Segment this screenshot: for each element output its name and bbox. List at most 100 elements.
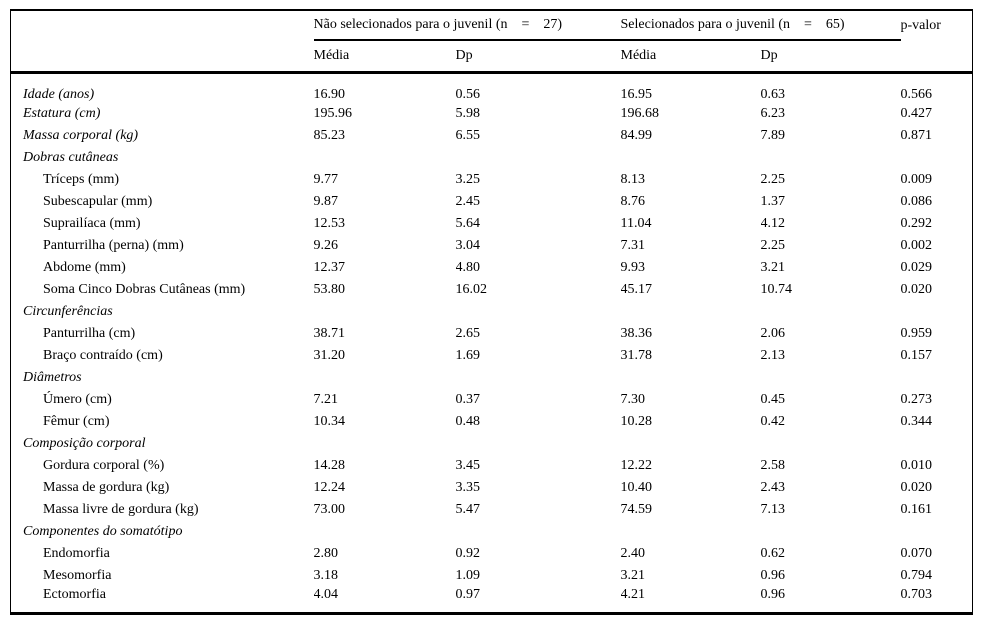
cell-sd-selected: 0.45 <box>760 391 786 407</box>
cell-sd-selected: 2.25 <box>760 171 786 187</box>
cell-pvalue: 0.292 <box>900 215 933 231</box>
cell-mean-nonselected: 53.80 <box>313 281 346 297</box>
cell-pvalue: 0.161 <box>900 501 933 517</box>
table-body: Idade (anos) 16.90 0.56 16.95 0.63 0.566 Estat… <box>11 72 973 613</box>
row-label: Abdome (mm) <box>43 259 126 275</box>
table-row: Estatura (cm) 195.96 5.98 196.68 6.23 0.427 <box>11 103 973 125</box>
cell-mean-nonselected <box>314 147 456 169</box>
cell-pvalue: 0.871 <box>900 127 933 143</box>
cell-sd-nonselected: 2.45 <box>455 193 481 209</box>
cell-pvalue: 0.029 <box>900 259 933 275</box>
cell-sd-selected: 3.21 <box>760 259 786 275</box>
subheader-row: Média Dp Média Dp <box>10 40 973 74</box>
table-row: Úmero (cm) 7.21 0.37 7.30 0.45 0.273 <box>11 389 973 411</box>
section-row: Composição corporal <box>11 433 973 455</box>
row-label: Subescapular (mm) <box>43 193 153 209</box>
cell-sd-nonselected: 3.04 <box>455 237 481 253</box>
cell-mean-selected: 10.28 <box>620 413 653 429</box>
section-label: Componentes do somatótipo <box>23 523 183 539</box>
cell-mean-selected: 11.04 <box>620 215 652 231</box>
cell-sd-selected: 0.96 <box>760 567 786 583</box>
cell-sd-nonselected: 1.09 <box>455 567 481 583</box>
cell-sd-selected: 1.37 <box>760 193 786 209</box>
cell-sd-nonselected <box>456 301 621 323</box>
empty-pvalue-cell <box>900 40 973 74</box>
cell-sd-selected: 7.89 <box>760 127 786 143</box>
cell-sd-nonselected: 3.25 <box>455 171 481 187</box>
mean-header-nonselected: Média <box>313 40 456 74</box>
cell-pvalue: 0.794 <box>900 567 933 583</box>
cell-sd-nonselected <box>456 147 621 169</box>
empty-corner-cell <box>11 10 314 40</box>
cell-mean-nonselected: 14.28 <box>313 457 346 473</box>
cell-mean-nonselected <box>314 433 456 455</box>
cell-mean-selected: 3.21 <box>620 567 646 583</box>
table-row: Endomorfia 2.80 0.92 2.40 0.62 0.070 <box>11 543 973 565</box>
cell-pvalue: 0.703 <box>900 586 933 602</box>
table-row: Panturrilha (perna) (mm) 9.26 3.04 7.31 2.25… <box>11 235 973 257</box>
table-row: Fêmur (cm) 10.34 0.48 10.28 0.42 0.344 <box>11 411 973 433</box>
cell-sd-nonselected: 6.55 <box>455 127 481 143</box>
cell-sd-nonselected <box>456 433 621 455</box>
cell-mean-selected: 10.40 <box>620 479 653 495</box>
row-label: Estatura (cm) <box>23 105 101 121</box>
cell-pvalue: 0.427 <box>900 105 933 121</box>
cell-mean-nonselected: 12.53 <box>313 215 346 231</box>
row-label: Mesomorfia <box>43 567 112 583</box>
table-row: Idade (anos) 16.90 0.56 16.95 0.63 0.566 <box>11 72 973 103</box>
section-label: Circunferências <box>23 303 113 319</box>
cell-mean-selected <box>621 521 761 543</box>
cell-sd-nonselected: 4.80 <box>455 259 481 275</box>
cell-mean-nonselected: 12.37 <box>313 259 346 275</box>
cell-sd-selected: 4.12 <box>760 215 786 231</box>
row-label: Gordura corporal (%) <box>43 457 165 473</box>
section-label: Diâmetros <box>23 369 82 385</box>
cell-mean-nonselected: 7.21 <box>313 391 339 407</box>
group-header-selected: Selecionados para o juvenil (n = 65) <box>620 10 901 41</box>
cell-pvalue <box>901 433 973 455</box>
cell-mean-selected: 8.76 <box>620 193 646 209</box>
cell-pvalue: 0.086 <box>900 193 933 209</box>
cell-mean-selected <box>621 301 761 323</box>
group-header-row: Não selecionados para o juvenil (n = 27)… <box>11 10 973 41</box>
cell-mean-nonselected: 9.87 <box>313 193 339 209</box>
cell-sd-nonselected: 16.02 <box>455 281 488 297</box>
cell-pvalue: 0.273 <box>900 391 933 407</box>
table-row: Subescapular (mm) 9.87 2.45 8.76 1.37 0.086 <box>11 191 973 213</box>
cell-sd-selected: 2.58 <box>760 457 786 473</box>
cell-sd-nonselected: 5.64 <box>455 215 481 231</box>
cell-sd-nonselected: 3.35 <box>455 479 481 495</box>
cell-pvalue <box>901 147 973 169</box>
table-row: Ectomorfia 4.04 0.97 4.21 0.96 0.703 <box>11 587 973 614</box>
cell-sd-selected: 2.25 <box>760 237 786 253</box>
cell-pvalue: 0.009 <box>900 171 933 187</box>
table-row: Abdome (mm) 12.37 4.80 9.93 3.21 0.029 <box>11 257 973 279</box>
row-label: Endomorfia <box>43 545 110 561</box>
row-label: Massa livre de gordura (kg) <box>43 501 199 517</box>
cell-mean-selected: 84.99 <box>620 127 653 143</box>
cell-mean-nonselected: 73.00 <box>313 501 346 517</box>
mean-header-selected: Média <box>620 40 761 74</box>
cell-mean-selected <box>621 147 761 169</box>
table-row: Massa livre de gordura (kg) 73.00 5.47 74.5… <box>11 499 973 521</box>
cell-mean-nonselected: 16.90 <box>313 86 346 102</box>
cell-sd-selected: 0.63 <box>760 86 786 102</box>
cell-sd-selected <box>761 521 901 543</box>
cell-sd-selected <box>761 147 901 169</box>
cell-sd-selected: 0.96 <box>760 586 786 602</box>
cell-sd-selected: 6.23 <box>760 105 786 121</box>
cell-pvalue: 0.010 <box>900 457 933 473</box>
cell-sd-nonselected <box>456 367 621 389</box>
cell-sd-selected: 0.62 <box>760 545 786 561</box>
cell-mean-nonselected: 85.23 <box>313 127 346 143</box>
cell-mean-selected: 74.59 <box>620 501 653 517</box>
cell-sd-nonselected: 0.56 <box>455 86 481 102</box>
cell-mean-nonselected <box>314 301 456 323</box>
row-label: Idade (anos) <box>23 86 95 102</box>
cell-sd-nonselected: 2.65 <box>455 325 481 341</box>
cell-pvalue <box>901 367 973 389</box>
table-row: Massa corporal (kg) 85.23 6.55 84.99 7.89 0.8… <box>11 125 973 147</box>
section-label: Composição corporal <box>23 435 146 451</box>
cell-mean-selected: 16.95 <box>620 86 653 102</box>
